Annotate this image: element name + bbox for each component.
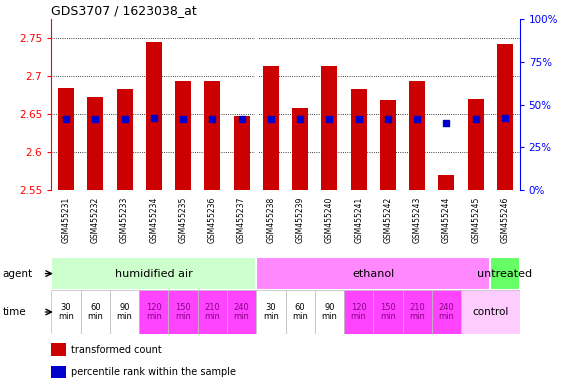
Text: percentile rank within the sample: percentile rank within the sample	[71, 367, 236, 377]
Bar	[234, 116, 250, 190]
Bar	[51, 290, 81, 334]
Bar	[227, 290, 256, 334]
Text: 30
min: 30 min	[58, 303, 74, 321]
Bar	[146, 42, 162, 190]
Bar	[490, 257, 520, 290]
Bar	[468, 99, 484, 190]
Text: 120
min: 120 min	[351, 303, 367, 321]
Bar	[51, 366, 66, 378]
Bar	[286, 290, 315, 334]
Bar	[139, 290, 168, 334]
Bar	[292, 108, 308, 190]
Text: 240
min: 240 min	[234, 303, 250, 321]
Bar	[263, 66, 279, 190]
Bar	[58, 88, 74, 190]
Bar	[81, 290, 110, 334]
Text: time: time	[3, 307, 26, 317]
Text: ethanol: ethanol	[352, 268, 395, 279]
Bar	[256, 290, 286, 334]
Text: 210
min: 210 min	[204, 303, 220, 321]
Text: 60
min: 60 min	[292, 303, 308, 321]
Text: transformed count: transformed count	[71, 344, 162, 354]
Bar	[409, 81, 425, 190]
Text: humidified air: humidified air	[115, 268, 192, 279]
Text: control: control	[472, 307, 509, 317]
Text: 150
min: 150 min	[380, 303, 396, 321]
Text: 30
min: 30 min	[263, 303, 279, 321]
Bar	[110, 290, 139, 334]
Text: 90
min: 90 min	[116, 303, 132, 321]
Text: 60
min: 60 min	[87, 303, 103, 321]
Bar	[168, 290, 198, 334]
Text: 240
min: 240 min	[439, 303, 455, 321]
Bar	[321, 66, 337, 190]
Bar	[461, 290, 520, 334]
Text: 120
min: 120 min	[146, 303, 162, 321]
Bar	[344, 290, 373, 334]
Text: 150
min: 150 min	[175, 303, 191, 321]
Bar	[198, 290, 227, 334]
Text: 90
min: 90 min	[321, 303, 337, 321]
Text: 210
min: 210 min	[409, 303, 425, 321]
Bar	[87, 97, 103, 190]
Bar	[497, 44, 513, 190]
Bar	[432, 290, 461, 334]
Bar	[51, 257, 256, 290]
Bar	[256, 257, 490, 290]
Text: GDS3707 / 1623038_at: GDS3707 / 1623038_at	[51, 3, 197, 17]
Bar	[204, 81, 220, 190]
Bar	[116, 89, 132, 190]
Bar	[351, 89, 367, 190]
Bar	[51, 343, 66, 356]
Bar	[403, 290, 432, 334]
Text: untreated: untreated	[477, 268, 533, 279]
Bar	[439, 175, 455, 190]
Bar	[373, 290, 403, 334]
Bar	[315, 290, 344, 334]
Bar	[175, 81, 191, 190]
Text: agent: agent	[3, 268, 33, 279]
Bar	[380, 101, 396, 190]
